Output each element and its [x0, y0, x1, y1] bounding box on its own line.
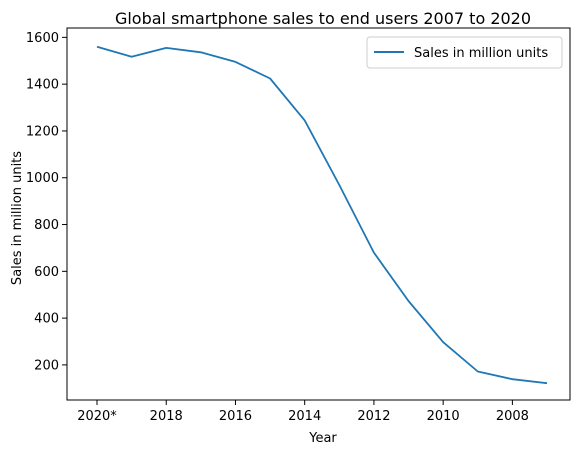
y-tick-label: 1200 — [26, 124, 59, 139]
y-tick-label: 1400 — [26, 78, 59, 93]
y-axis: 200 400 600 800 1000 1200 1400 1600 — [26, 31, 67, 373]
legend-box — [366, 36, 563, 69]
x-tick-label: 2016 — [219, 409, 252, 424]
y-tick-label: 600 — [34, 265, 59, 280]
y-tick-label: 800 — [34, 218, 59, 233]
x-tick-label: 2008 — [496, 409, 529, 424]
y-tick-label: 1000 — [26, 171, 59, 186]
plot-area — [66, 27, 571, 401]
series-layer — [96, 45, 548, 385]
x-axis-label: Year — [308, 431, 337, 446]
x-tick-label: 2012 — [357, 409, 390, 424]
x-tick-label: 2020* — [77, 409, 117, 424]
y-tick-label: 400 — [34, 312, 59, 327]
legend-label: Sales in million units — [414, 46, 548, 61]
chart-title: Global smartphone sales to end users 200… — [115, 9, 531, 28]
x-tick-label: 2014 — [288, 409, 321, 424]
x-tick-label: 2018 — [150, 409, 183, 424]
y-tick-label: 200 — [34, 358, 59, 373]
y-tick-label: 1600 — [26, 31, 59, 46]
series-line — [96, 45, 548, 385]
x-tick-label: 2010 — [427, 409, 460, 424]
legend: Sales in million units — [366, 36, 563, 69]
y-axis-label: Sales in million units — [10, 151, 25, 285]
x-axis: 2020* 2018 2016 2014 2012 2010 2008 — [77, 400, 529, 424]
